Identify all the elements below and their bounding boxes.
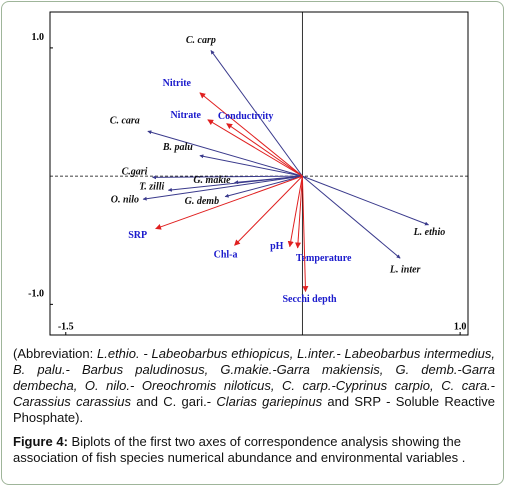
species-vector — [199, 154, 303, 177]
abbreviation-text: (Abbreviation: — [13, 346, 97, 361]
species-vector — [152, 175, 303, 180]
species-vector — [142, 175, 303, 201]
variable-label: Nitrate — [170, 110, 201, 121]
variable-arrow — [226, 123, 303, 177]
variable-arrow — [295, 176, 303, 249]
species-label: O. nilo — [111, 195, 139, 206]
species-label: C. cara — [110, 116, 140, 127]
variable-label: pH — [270, 241, 284, 252]
x-tick-label: -1.5 — [58, 321, 74, 332]
chart: -1.5 1.0 -1.0 1.0 C. carp C. cara B. palu C.gar… — [28, 11, 469, 336]
variable-arrow — [207, 119, 303, 177]
variable-label: Conductivity — [218, 111, 274, 122]
species-label: L. inter — [389, 264, 421, 275]
abbreviation-text: Clarias gariepinus — [216, 394, 323, 409]
figure-caption: Figure 4: Biplots of the first two axes … — [13, 434, 495, 466]
abbreviation-text: and SRP - Soluble Reactive Phosphate). — [13, 394, 495, 425]
species-vector — [147, 130, 303, 177]
abbreviation: (Abbreviation: L.ethio. - Labeobarbus et… — [13, 346, 495, 426]
variable-arrow — [287, 176, 303, 248]
variable-label: Chl-a — [214, 250, 238, 261]
species-vector — [224, 175, 303, 198]
species-label: C.gari — [122, 167, 148, 178]
y-tick-label: 1.0 — [32, 32, 45, 43]
species-label: T. zilli — [139, 182, 164, 193]
abbreviation-text: L.ethio. - Labeobarbus ethiopicus, L.int… — [13, 346, 495, 409]
variable-label: Nitrite — [163, 78, 192, 89]
variable-label: SRP — [128, 230, 147, 241]
species-label: G. makie — [193, 175, 231, 186]
species-vector — [167, 175, 303, 192]
variable-arrow — [234, 175, 303, 246]
variable-label: Temperature — [296, 253, 352, 264]
variable-arrow — [301, 176, 309, 293]
species-label: L. ethio — [413, 227, 446, 238]
variable-label: Secchi depth — [282, 294, 337, 305]
x-tick-label: 1.0 — [454, 321, 467, 332]
species-label: C. carp — [186, 35, 216, 46]
y-tick-label: -1.0 — [28, 289, 44, 300]
plot-border — [49, 11, 469, 336]
figure-text: Biplots of the first two axes of corresp… — [13, 434, 466, 465]
figure-label: Figure 4: — [13, 434, 68, 449]
species-vector — [302, 175, 401, 259]
variable-arrow — [155, 175, 303, 230]
species-vector — [210, 50, 303, 177]
abbreviation-text: and C. gari.- — [130, 394, 217, 409]
caption: (Abbreviation: L.ethio. - Labeobarbus et… — [13, 346, 495, 466]
species-vector — [302, 175, 429, 226]
species-label: B. palu — [162, 142, 193, 153]
variable-arrow — [199, 92, 303, 177]
species-label: G. demb — [185, 196, 219, 207]
